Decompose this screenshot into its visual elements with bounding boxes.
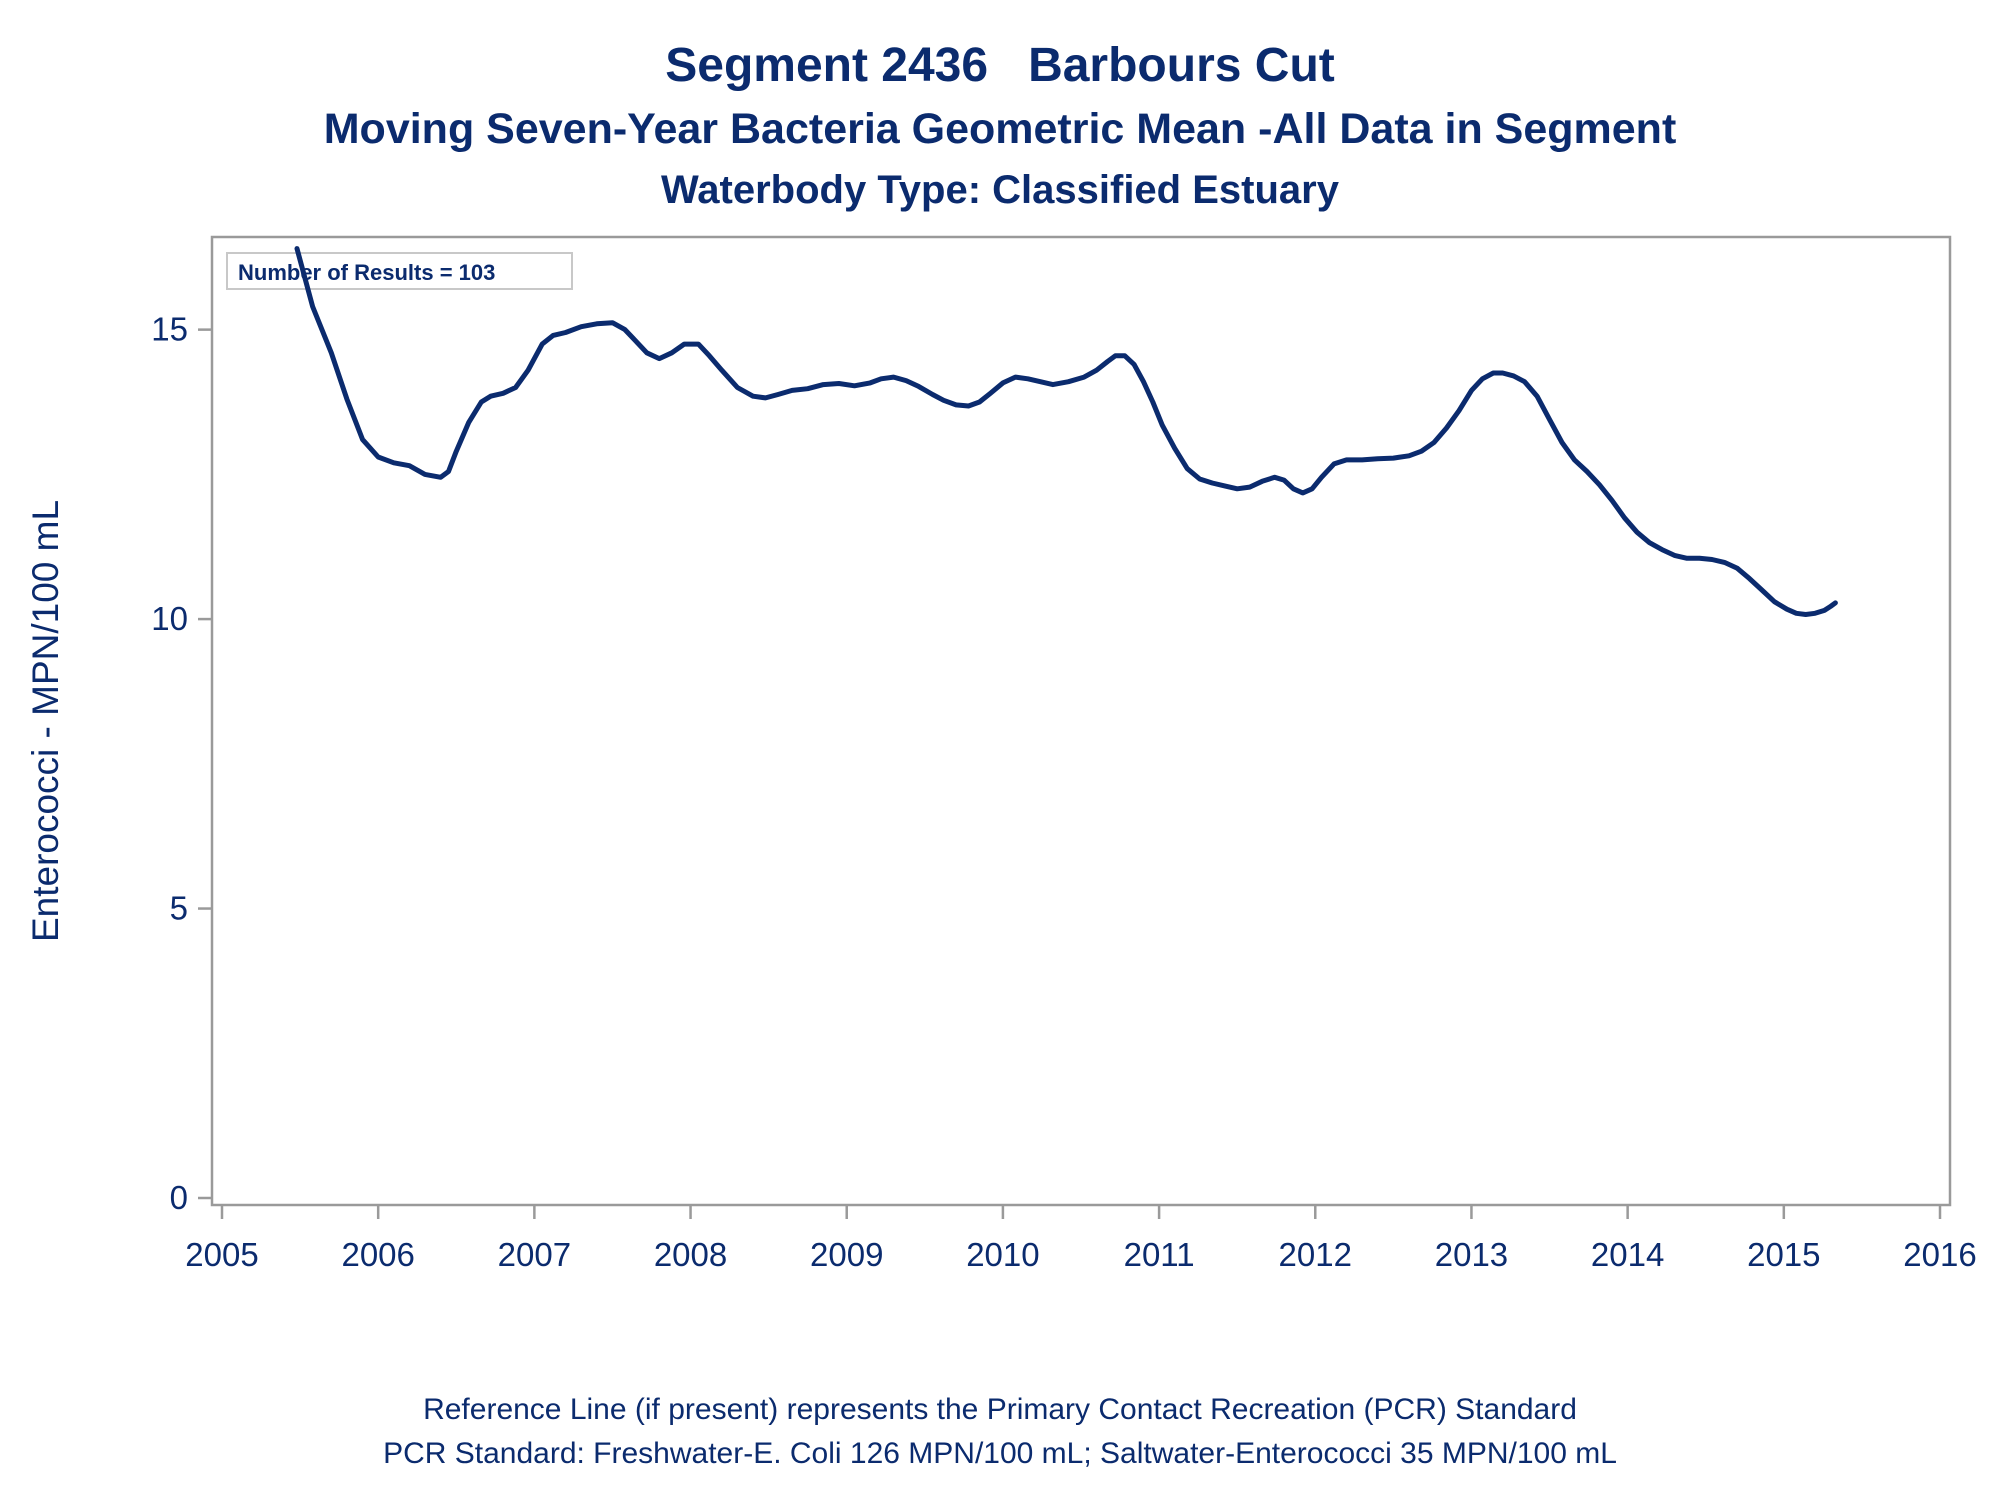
x-tick-label: 2014 xyxy=(1591,1236,1664,1273)
x-tick-label: 2007 xyxy=(498,1236,571,1273)
x-tick-label: 2013 xyxy=(1435,1236,1508,1273)
x-tick-label: 2016 xyxy=(1903,1236,1976,1273)
x-tick-label: 2008 xyxy=(654,1236,727,1273)
x-axis: 2005 2006 2007 2008 2009 2010 2011 2012 2013 2014… xyxy=(185,1205,1977,1273)
chart-waterbody-type: Waterbody Type: Classified Estuary xyxy=(661,168,1339,212)
annotation-text: Number of Results = 103 xyxy=(238,260,495,285)
results-count-annotation: Number of Results = 103 xyxy=(226,252,573,290)
series-line xyxy=(294,246,1838,617)
footnote-pcr-standard: PCR Standard: Freshwater-E. Coli 126 MPN… xyxy=(383,1437,1617,1470)
x-tick-label: 2011 xyxy=(1124,1236,1195,1273)
x-tick-label: 2006 xyxy=(341,1236,414,1273)
y-axis-label: Enterococci - MPN/100 mL xyxy=(25,500,66,942)
x-tick-label: 2010 xyxy=(966,1236,1039,1273)
x-tick-label: 2005 xyxy=(185,1236,258,1273)
plot-area-frame xyxy=(210,235,1952,1207)
y-tick-label: 10 xyxy=(151,600,188,637)
x-tick-label: 2012 xyxy=(1279,1236,1352,1273)
footnote-reference-line: Reference Line (if present) represents t… xyxy=(423,1393,1577,1426)
x-tick-label: 2015 xyxy=(1747,1236,1820,1273)
y-tick-label: 15 xyxy=(151,311,188,348)
chart-title: Segment 2436 Barbours Cut xyxy=(665,39,1335,92)
chart-subtitle: Moving Seven-Year Bacteria Geometric Mea… xyxy=(323,105,1677,153)
y-tick-label: 5 xyxy=(170,890,188,927)
y-tick-label: 0 xyxy=(170,1179,188,1216)
x-tick-label: 2009 xyxy=(810,1236,883,1273)
annotation-box xyxy=(226,252,573,290)
y-axis: 0 5 10 15 xyxy=(151,311,212,1216)
